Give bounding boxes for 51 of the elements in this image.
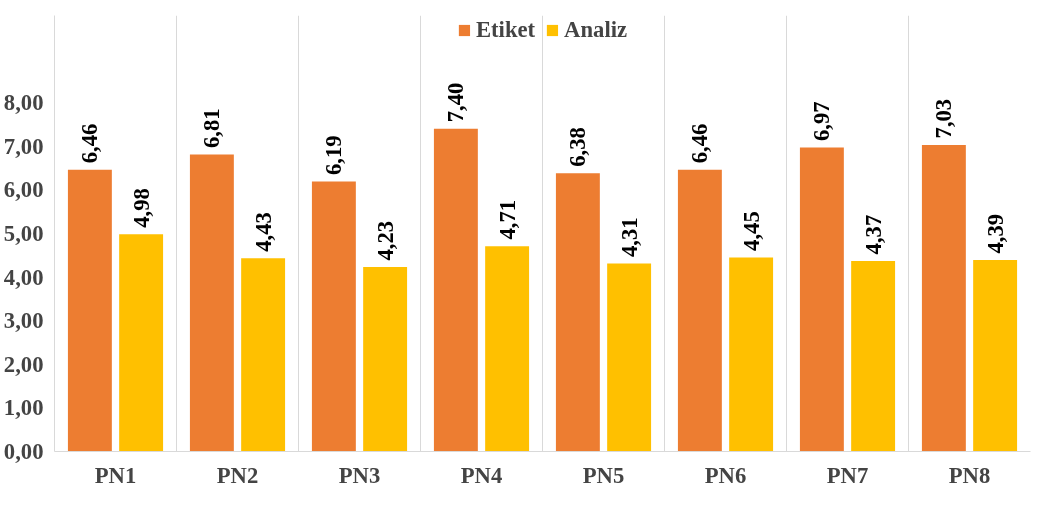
bar — [851, 260, 896, 452]
x-tick-label: PN7 — [826, 462, 869, 488]
x-tick-label: PN3 — [338, 462, 381, 488]
bar — [921, 144, 966, 452]
legend-label: Analiz — [564, 17, 628, 43]
y-tick-label: 7,00 — [3, 133, 44, 159]
data-label: 6,81 — [199, 108, 225, 149]
y-tick-label: 3,00 — [3, 308, 44, 334]
data-label: 4,45 — [738, 211, 764, 251]
bar — [729, 257, 774, 452]
data-label: 4,39 — [982, 213, 1008, 254]
y-tick-label: 4,00 — [3, 264, 44, 290]
bar — [311, 181, 356, 452]
bar — [677, 169, 722, 452]
bar — [363, 267, 408, 452]
bar — [67, 169, 112, 452]
x-tick-label: PN5 — [582, 462, 625, 488]
bar — [189, 154, 234, 452]
data-label: 7,40 — [443, 82, 469, 123]
bar — [799, 147, 844, 452]
y-tick-label: 0,00 — [3, 439, 44, 464]
x-tick-label: PN4 — [460, 462, 503, 488]
data-label: 4,23 — [372, 220, 398, 261]
y-tick-label: 1,00 — [3, 395, 44, 421]
data-label: 4,43 — [250, 212, 276, 252]
data-label: 4,98 — [128, 188, 154, 228]
data-label: 6,46 — [77, 123, 103, 164]
data-label: 6,19 — [321, 135, 347, 176]
bar — [119, 234, 164, 452]
y-tick-label: 6,00 — [3, 177, 44, 203]
y-tick-label: 5,00 — [3, 221, 44, 246]
data-label: 4,37 — [860, 214, 886, 255]
bar — [555, 173, 600, 452]
bar — [607, 263, 652, 452]
bar — [973, 260, 1018, 452]
data-label: 4,71 — [494, 199, 520, 240]
x-tick-label: PN1 — [94, 462, 137, 488]
x-tick-label: PN2 — [216, 462, 259, 488]
bar — [485, 246, 530, 452]
data-label: 4,31 — [616, 217, 642, 258]
legend-label: Etiket — [475, 17, 536, 43]
x-tick-label: PN6 — [704, 462, 747, 488]
data-label: 7,03 — [931, 98, 957, 139]
bar — [241, 258, 286, 452]
y-tick-label: 2,00 — [3, 351, 44, 377]
y-tick-label: 8,00 — [3, 90, 44, 116]
data-label: 6,38 — [565, 127, 591, 167]
bar — [433, 128, 478, 452]
x-tick-label: PN8 — [948, 462, 991, 488]
data-label: 6,46 — [687, 123, 713, 164]
data-label: 6,97 — [809, 101, 835, 142]
